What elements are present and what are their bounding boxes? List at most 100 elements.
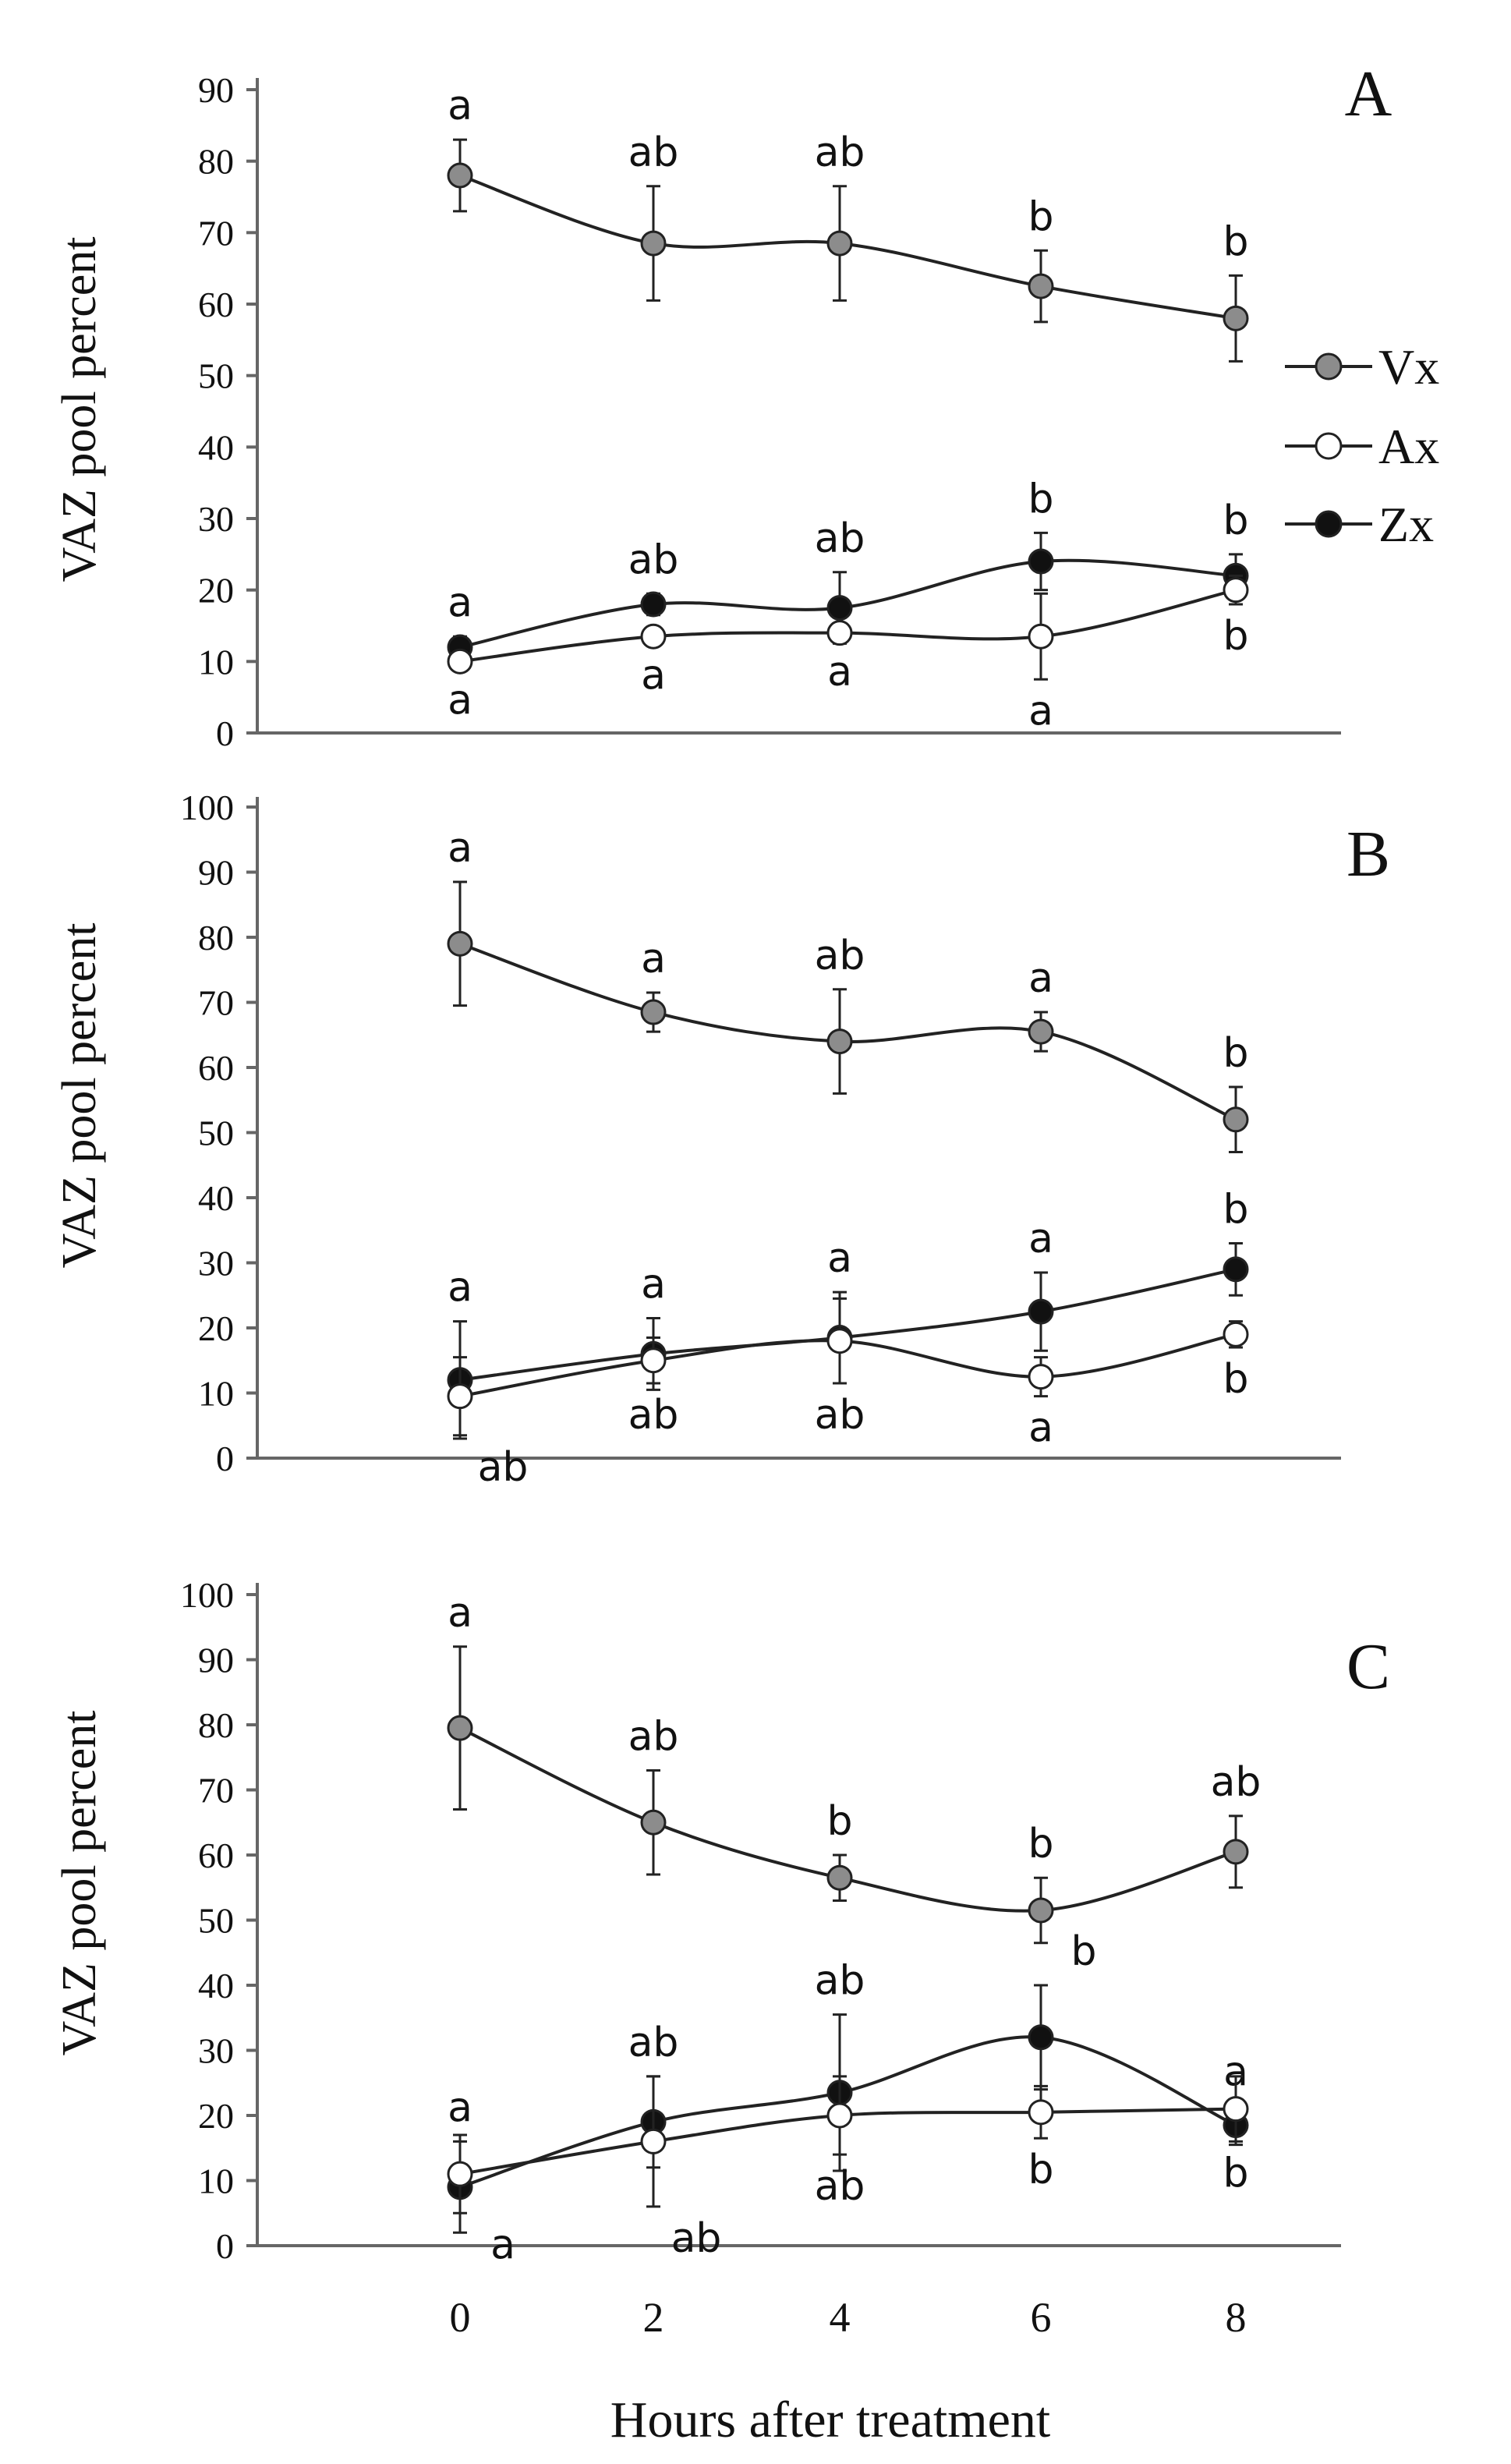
panel-a-vx-point <box>826 230 853 257</box>
panel-c-y-tick-label: 90 <box>198 1641 234 1680</box>
panel-b-vx-sig-letter: b <box>1223 1030 1248 1077</box>
panel-c-x-tick-label: 6 <box>1031 2294 1052 2341</box>
panel-c-ax-sig-letter: b <box>1028 2147 1053 2193</box>
legend-marker-ax <box>1315 432 1343 460</box>
panel-a-ax-sig-letter: b <box>1223 613 1248 660</box>
panel-a-ax-sig-letter: a <box>641 652 666 699</box>
panel-c-vx-sig-letter: b <box>1028 1821 1053 1867</box>
panel-c-y-tick-label: 70 <box>198 1771 234 1811</box>
panel-a-y-tick-label: 40 <box>198 427 234 467</box>
panel-b-y-tick-label: 0 <box>216 1439 234 1478</box>
panel-c-ax-sig-letter: ab <box>671 2215 722 2262</box>
panel-a-zx-sig-letter: b <box>1028 476 1053 522</box>
panel-c-x-tick-label: 8 <box>1226 2294 1247 2341</box>
panel-b-vx-sig-letter: a <box>1028 955 1053 1002</box>
panel-b-zx-sig-letter: a <box>641 1261 666 1308</box>
panel-c-y-tick-label: 20 <box>198 2096 234 2136</box>
panel-a-y-tick-label: 30 <box>198 499 234 539</box>
panel-b-zx-sig-letter: a <box>1028 1216 1053 1262</box>
panel-c-ax-sig-letter: ab <box>815 2163 865 2210</box>
panel-b-y-tick-label: 80 <box>198 918 234 958</box>
panel-b-ax-point <box>826 1328 853 1354</box>
panel-b-vx-sig-letter: a <box>641 936 666 982</box>
legend-label-zx: Zx <box>1378 497 1434 552</box>
panel-a-vx-sig-letter: ab <box>815 129 865 176</box>
legend-marker-vx <box>1315 352 1343 381</box>
x-axis-label: Hours after treatment <box>610 2391 1050 2448</box>
panel-b-vx-sig-letter: ab <box>815 933 865 979</box>
panel-b-y-tick-label: 60 <box>198 1048 234 1088</box>
panel-a-vx-sig-letter: b <box>1223 218 1248 265</box>
panel-b-ax-sig-letter: a <box>1028 1405 1053 1452</box>
panel-b-zx-sig-letter: b <box>1223 1186 1248 1233</box>
panel-c-y-tick-label: 80 <box>198 1705 234 1745</box>
panel-a-zx-point <box>826 595 853 621</box>
panel-b-ax-point <box>640 1347 667 1374</box>
panel-a-ax-point <box>1028 623 1054 650</box>
panel-a-ylabel: VAZ pool percent <box>53 236 106 582</box>
panel-b-y-tick-label: 100 <box>180 788 234 827</box>
panel-a-vx-sig-letter: ab <box>628 129 679 176</box>
panel-b-y-tick-label: 50 <box>198 1113 234 1153</box>
panel-a-y-tick-label: 90 <box>198 70 234 110</box>
panel-a-ax-point <box>826 620 853 646</box>
panel-a-vx-point <box>1223 305 1249 331</box>
panel-c-label: C <box>1346 1630 1390 1703</box>
panel-b-y-tick-label: 70 <box>198 983 234 1023</box>
panel-c-vx-point <box>447 1715 473 1741</box>
panel-c: VAZ pool percent C Hours after treatment… <box>53 1575 1390 2448</box>
panel-a-ax-point <box>1223 577 1249 604</box>
panel-b-zx-line <box>459 1267 1237 1382</box>
panel-c-zx-sig-letter: ab <box>628 2020 679 2066</box>
panel-b-zx-sig-letter: a <box>448 1265 472 1312</box>
panel-b-ax-sig-letter: ab <box>815 1392 865 1439</box>
panel-c-y-tick-label: 30 <box>198 2031 234 2071</box>
panel-a-zx-sig-letter: ab <box>628 536 679 583</box>
panel-c-x-tick-label: 4 <box>830 2294 851 2341</box>
panel-c-vx-sig-letter: a <box>448 1590 472 1637</box>
panel-b: VAZ pool percent B 0 10 20 30 40 50 60 70 80 90 10… <box>53 788 1390 1491</box>
panel-a-vx-point <box>1028 273 1054 299</box>
panel-b-ax-point <box>1223 1321 1249 1347</box>
panel-b-vx-point <box>1223 1106 1249 1133</box>
panel-b-y-tick-label: 40 <box>198 1178 234 1218</box>
panel-a-ax-point <box>447 648 473 674</box>
panel-c-zx-sig-letter: b <box>1070 1928 1096 1975</box>
panel-c-ax-sig-letter: b <box>1223 2150 1248 2197</box>
panel-b-vx-sig-letter: a <box>448 825 472 872</box>
panel-c-vx-point <box>1028 1897 1054 1924</box>
panel-a-zx-point <box>640 591 667 618</box>
panel-c-ax-point <box>1223 2096 1249 2122</box>
panel-c-y-tick-label: 40 <box>198 1966 234 2006</box>
panel-c-vx-point <box>1223 1839 1249 1865</box>
panel-c-zx-point <box>1028 2024 1054 2051</box>
panel-a-y-tick-label: 20 <box>198 571 234 611</box>
panel-b-label: B <box>1346 818 1390 890</box>
panel-b-vx-point <box>640 999 667 1025</box>
panel-b-vx-point <box>1028 1018 1054 1045</box>
panel-a-ax-point <box>640 623 667 650</box>
legend: Vx Ax Zx <box>1285 339 1439 552</box>
panel-a-vx-sig-letter: a <box>448 83 472 129</box>
panel-a-ax-sig-letter: a <box>448 678 472 724</box>
panel-b-ax-point <box>1028 1364 1054 1390</box>
panel-c-ax-sig-letter: a <box>490 2221 515 2268</box>
panel-b-ylabel: VAZ pool percent <box>53 922 106 1268</box>
panel-a-ax-sig-letter: a <box>827 649 852 696</box>
legend-marker-zx <box>1315 510 1343 538</box>
panel-a-vx-sig-letter: b <box>1028 193 1053 240</box>
panel-c-zx-sig-letter: a <box>448 2084 472 2131</box>
panel-c-vx-sig-letter: b <box>826 1798 852 1845</box>
panel-c-ylabel: VAZ pool percent <box>53 1710 106 2055</box>
panel-a-y-tick-label: 10 <box>198 642 234 681</box>
panel-a-y-tick-label: 0 <box>216 713 234 753</box>
panel-a-y-tick-label: 80 <box>198 142 234 182</box>
panel-a-y-tick-label: 50 <box>198 356 234 396</box>
panel-b-vx-point <box>447 930 473 957</box>
panel-a-zx-sig-letter: a <box>448 579 472 626</box>
panel-a-zx-sig-letter: b <box>1223 497 1248 544</box>
panel-c-x-tick-label: 0 <box>450 2294 471 2341</box>
panel-b-vx-point <box>826 1028 853 1055</box>
panel-c-y-tick-label: 0 <box>216 2226 234 2266</box>
